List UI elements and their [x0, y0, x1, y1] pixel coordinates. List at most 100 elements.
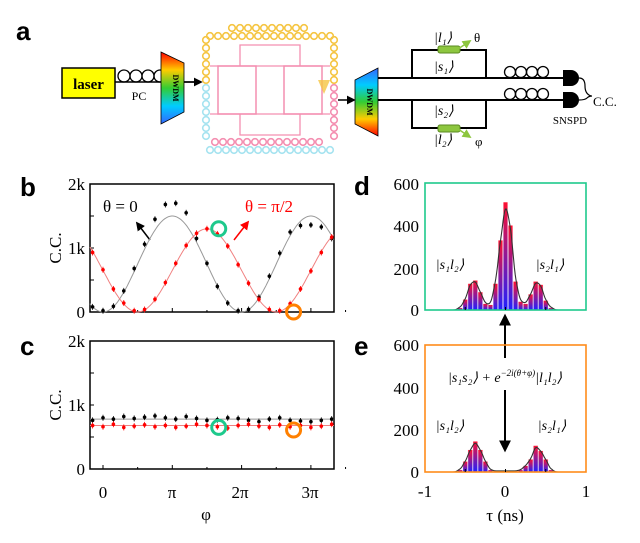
micro-ring	[250, 137, 260, 147]
micro-ring	[201, 107, 211, 117]
micro-ring	[277, 145, 287, 155]
micro-ring	[329, 123, 339, 133]
c-data-point	[309, 425, 313, 430]
b-data-point	[101, 308, 105, 313]
b-data-point	[215, 284, 220, 289]
micro-ring	[285, 31, 295, 41]
dwdm-2-label: DWDM	[365, 88, 374, 116]
b-data-point	[298, 287, 303, 291]
micro-ring	[329, 131, 339, 141]
b-ylabel: C.C.	[46, 232, 65, 263]
micro-ring	[201, 91, 211, 101]
d-label-s1l2: |s₁l₂⟩	[436, 258, 465, 273]
theta-label: θ	[474, 30, 480, 45]
d-label-s2l1: |s₂l₁⟩	[536, 258, 565, 273]
c-data-point	[184, 414, 188, 419]
c-data-point	[184, 424, 188, 428]
micro-ring	[317, 145, 327, 155]
c-data-point	[121, 414, 126, 419]
b-data-point	[319, 225, 324, 229]
b-highlight-circle	[285, 303, 303, 321]
c-ytick-0: 0	[77, 460, 86, 479]
d-ytick-400: 400	[394, 217, 420, 236]
d-fit-curve	[441, 208, 570, 311]
panel-label-d: d	[354, 171, 370, 201]
dwdm-1-label: DWDM	[171, 74, 180, 102]
b-data-point	[184, 211, 188, 215]
c-data-point	[267, 417, 272, 421]
micro-ring	[201, 99, 211, 109]
b-data-point	[173, 201, 178, 205]
micro-ring	[329, 67, 339, 77]
b-data-point	[236, 262, 240, 267]
c-data-point	[329, 422, 334, 427]
e-xtick-neg1: -1	[418, 482, 432, 501]
pc-label: PC	[132, 89, 147, 103]
b-data-point	[225, 301, 230, 305]
d-bars	[457, 201, 554, 311]
micro-ring	[242, 137, 252, 147]
micro-ring	[261, 31, 271, 41]
c-data-point	[142, 423, 147, 427]
d-bar	[482, 303, 488, 311]
b-data-point	[277, 308, 282, 313]
micro-ring	[329, 91, 339, 101]
micro-ring	[306, 137, 316, 147]
micro-ring	[229, 145, 239, 155]
micro-ring	[275, 23, 285, 33]
b-data-point	[205, 227, 209, 231]
pump-arrow	[318, 80, 330, 94]
c-data-point	[132, 424, 136, 428]
b-ytick-2k: 2k	[68, 175, 86, 194]
micro-ring	[226, 137, 236, 147]
c-xtick-pi: π	[168, 483, 177, 502]
b-data-point	[111, 287, 116, 291]
micro-ring	[234, 137, 244, 147]
c-data-point	[298, 419, 303, 423]
c-data-point	[257, 424, 261, 428]
b-data-point	[90, 250, 95, 255]
micro-ring	[221, 145, 231, 155]
e-label-s1l2: |s₁l₂⟩	[436, 419, 465, 434]
b-data-point	[246, 281, 251, 286]
b-data-point	[267, 307, 272, 312]
b-data-point	[329, 235, 334, 239]
micro-ring	[269, 145, 279, 155]
waveguide	[210, 44, 330, 136]
micro-ring	[329, 59, 339, 69]
b-data-point	[121, 301, 126, 305]
b-data-point	[205, 261, 209, 266]
micro-ring	[245, 145, 255, 155]
c-data-point	[101, 416, 105, 420]
d-bar	[518, 301, 524, 311]
c-data-point	[194, 416, 199, 421]
d-bar	[508, 225, 514, 311]
c-data-point	[246, 418, 251, 423]
photonic-chip	[201, 23, 339, 155]
c-xtick-3pi: 3π	[301, 483, 319, 502]
ket-l2: |l₂⟩	[434, 133, 453, 148]
e-label-s2l1: |s₂l₁⟩	[538, 419, 567, 434]
b-data-point	[142, 242, 147, 246]
micro-ring	[309, 31, 319, 41]
micro-ring	[201, 83, 211, 93]
micro-ring	[301, 31, 311, 41]
snspd-detector-2	[563, 92, 579, 108]
c-data-point	[111, 422, 116, 427]
micro-ring	[201, 51, 211, 61]
b-data-point	[319, 250, 324, 255]
micro-ring	[253, 145, 263, 155]
b-data-point	[257, 297, 261, 302]
micro-ring	[301, 145, 311, 155]
chart-d: 600 400 200 0 |s₁l₂⟩ |s₂l₁⟩	[394, 175, 587, 320]
micro-ring	[201, 115, 211, 125]
micro-ring	[201, 131, 211, 141]
micro-ring	[205, 31, 215, 41]
c-data-point	[173, 417, 178, 421]
b-highlight-circle	[210, 220, 228, 238]
micro-ring	[218, 137, 228, 147]
micro-ring	[283, 23, 293, 33]
micro-ring	[210, 137, 220, 147]
micro-ring	[201, 123, 211, 133]
